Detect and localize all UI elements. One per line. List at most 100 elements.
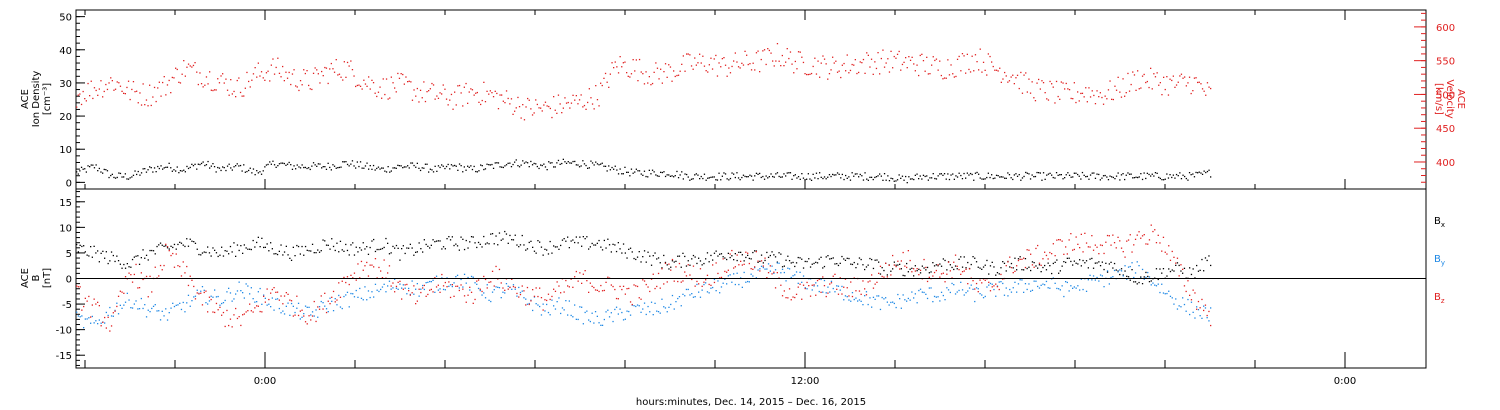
bx-point: [208, 252, 211, 254]
velocity-point: [812, 65, 814, 68]
density-point: [1029, 178, 1032, 180]
by-point: [615, 306, 618, 308]
by-point: [180, 308, 183, 311]
bx-point: [759, 260, 761, 262]
by-point: [226, 291, 228, 293]
density-point: [1120, 174, 1123, 176]
bz-point: [829, 283, 831, 285]
by-point: [1119, 269, 1121, 271]
velocity-point: [546, 105, 548, 107]
velocity-point: [118, 82, 120, 84]
bz-point: [893, 264, 895, 266]
bx-point: [345, 243, 347, 246]
density-point: [98, 167, 100, 170]
bx-point: [1208, 255, 1210, 257]
bz-point: [123, 292, 125, 294]
density-point: [604, 165, 607, 167]
velocity-point: [371, 79, 373, 81]
bx-point: [720, 253, 723, 255]
velocity-point: [729, 72, 732, 74]
density-point: [630, 168, 633, 170]
velocity-point: [408, 80, 410, 82]
density-point: [952, 173, 954, 175]
bz-point: [222, 311, 225, 314]
velocity-point: [129, 98, 131, 101]
density-point: [799, 178, 801, 180]
bz-point: [1031, 264, 1034, 266]
bx-point: [1085, 260, 1088, 262]
density-point: [588, 167, 590, 169]
bz-point: [956, 265, 958, 267]
velocity-point: [718, 62, 720, 64]
density-point: [637, 170, 639, 172]
bz-point: [689, 274, 691, 276]
by-point: [1173, 303, 1175, 305]
velocity-point: [557, 94, 560, 96]
by-point: [1206, 317, 1208, 319]
bx-point: [619, 248, 621, 250]
density-point: [974, 172, 977, 174]
by-point: [1117, 271, 1119, 273]
bx-point: [481, 246, 483, 248]
bx-point: [967, 261, 969, 264]
bx-point: [1052, 262, 1054, 265]
velocity-point: [770, 52, 772, 54]
bz-point: [727, 269, 729, 271]
by-point: [1017, 283, 1020, 285]
bx-point: [144, 257, 146, 259]
density-point: [238, 165, 240, 167]
bx-point: [425, 243, 427, 246]
bz-point: [598, 290, 600, 293]
by-point: [628, 310, 630, 313]
legend-bz: Bz: [1434, 292, 1445, 305]
bz-point: [1099, 244, 1102, 246]
bz-point: [706, 274, 709, 276]
bz-point: [294, 314, 296, 316]
bz-point: [1054, 255, 1056, 257]
bz-point: [121, 291, 123, 293]
velocity-point: [1008, 80, 1011, 82]
bz-point: [1141, 235, 1144, 237]
density-point: [350, 163, 352, 165]
bz-point: [741, 264, 743, 266]
density-point: [700, 175, 702, 178]
bz-point: [100, 325, 102, 327]
bz-point: [311, 315, 314, 317]
bx-point: [757, 261, 759, 263]
by-point: [310, 314, 312, 316]
velocity-point: [100, 80, 102, 82]
by-point: [408, 287, 410, 290]
bz-point: [163, 264, 165, 267]
velocity-point: [690, 65, 693, 67]
density-point: [1018, 174, 1020, 176]
bz-point: [1105, 241, 1107, 243]
bz-point: [1012, 272, 1014, 274]
bz-point: [781, 295, 784, 297]
bz-point: [245, 311, 247, 313]
velocity-point: [541, 110, 543, 112]
velocity-point: [450, 93, 453, 96]
density-point: [535, 163, 537, 165]
density-point: [663, 171, 665, 173]
bx-point: [355, 246, 357, 248]
bx-point: [151, 249, 153, 252]
velocity-point: [1077, 91, 1079, 93]
bx-point: [762, 262, 764, 264]
bx-point: [575, 236, 577, 238]
bz-point: [194, 298, 197, 300]
bz-point: [88, 295, 90, 298]
velocity-point: [905, 57, 907, 59]
bx-point: [84, 251, 86, 253]
velocity-point: [926, 56, 928, 58]
bx-point: [853, 261, 855, 264]
bz-point: [696, 280, 698, 283]
by-point: [1199, 315, 1201, 317]
density-point: [948, 178, 951, 181]
velocity-point: [578, 99, 581, 101]
density-point: [254, 174, 256, 176]
bz-point: [511, 278, 513, 280]
density-point: [127, 178, 130, 180]
by-point: [975, 287, 978, 289]
velocity-point: [549, 107, 551, 110]
